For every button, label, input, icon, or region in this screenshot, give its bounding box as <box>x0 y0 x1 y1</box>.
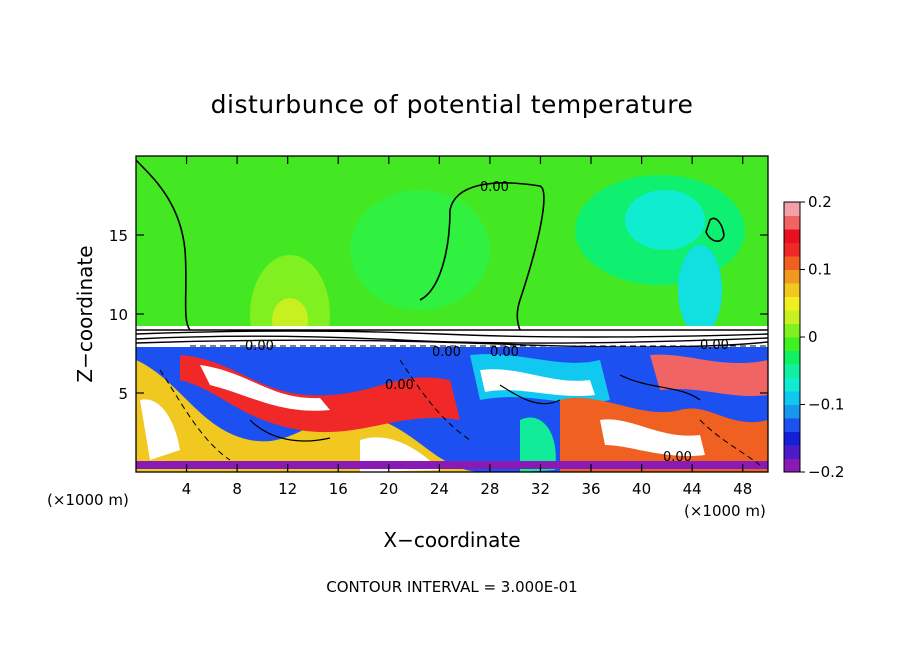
colorbar-swatch <box>784 215 800 230</box>
plot-area <box>136 156 768 472</box>
colorbar-swatch <box>784 377 800 392</box>
contour-interval-note: CONTOUR INTERVAL = 3.000E-01 <box>326 578 577 596</box>
x-tick-label: 48 <box>733 480 752 498</box>
contour-label: 0.00 <box>480 180 509 195</box>
colorbar-swatch <box>784 350 800 365</box>
x-tick-label: 20 <box>379 480 398 498</box>
colorbar-swatch <box>784 364 800 378</box>
colorbar-swatch <box>784 404 800 419</box>
colorbar-tick-label: 0 <box>808 328 818 346</box>
x-tick-label: 28 <box>480 480 499 498</box>
colorbar-swatch <box>784 256 800 270</box>
x-tick-label: 8 <box>232 480 242 498</box>
colorbar-swatch <box>784 296 800 311</box>
colorbar-swatch <box>784 431 800 446</box>
contour-label: 0.00 <box>490 345 519 360</box>
contour-label: 0.00 <box>245 339 274 354</box>
colorbar-swatch <box>784 283 800 297</box>
colorbar-swatch <box>784 458 800 473</box>
colorbar-swatch <box>784 310 800 324</box>
y-tick-label: 10 <box>109 306 128 324</box>
colorbar-swatch <box>784 337 800 351</box>
x-unit-right: (×1000 m) <box>684 502 766 520</box>
interface-lines <box>136 329 768 348</box>
x-tick-label: 12 <box>278 480 297 498</box>
colorbar-swatch <box>784 323 800 338</box>
colorbar-swatch <box>784 445 800 459</box>
x-tick-label: 4 <box>182 480 192 498</box>
x-tick-label: 32 <box>531 480 550 498</box>
x-tick-label: 44 <box>683 480 702 498</box>
x-axis: 4 8 12 16 20 24 28 32 36 40 44 48 <box>182 156 752 498</box>
colorbar-tick-label: −0.2 <box>808 463 844 481</box>
x-unit-left: (×1000 m) <box>47 491 129 509</box>
y-tick-label: 15 <box>109 227 128 245</box>
x-axis-label: X−coordinate <box>383 528 520 552</box>
contour-label: 0.00 <box>663 450 692 465</box>
x-tick-label: 40 <box>632 480 651 498</box>
zero-contour <box>136 159 725 331</box>
chart-title: disturbunce of potential temperature <box>211 90 694 119</box>
colorbar-swatch <box>784 229 800 243</box>
colorbar-swatch <box>784 269 800 284</box>
colorbar-tick-label: −0.1 <box>808 396 844 414</box>
cool-streak <box>678 245 722 335</box>
y-axis-label: Z−coordinate <box>73 245 97 382</box>
colorbar-swatch <box>784 242 800 257</box>
x-tick-label: 24 <box>430 480 449 498</box>
contour-label: 0.00 <box>432 345 461 360</box>
colorbar-tick-label: 0.2 <box>808 193 832 211</box>
contour-label: 0.00 <box>385 378 414 393</box>
colorbar-swatch <box>784 418 800 432</box>
cool-core <box>625 190 705 250</box>
x-tick-label: 36 <box>581 480 600 498</box>
colorbar-swatch <box>784 391 800 405</box>
contour-label: 0.00 <box>700 338 729 353</box>
colorbar-tick-label: 0.1 <box>808 261 832 279</box>
colorbar: 0.2 0.1 0 −0.1 −0.2 <box>783 193 844 481</box>
y-tick-label: 5 <box>118 385 128 403</box>
mid-cool <box>350 190 490 310</box>
colorbar-swatch <box>784 202 800 216</box>
x-tick-label: 16 <box>329 480 348 498</box>
y-axis: 5 10 15 <box>109 227 768 403</box>
